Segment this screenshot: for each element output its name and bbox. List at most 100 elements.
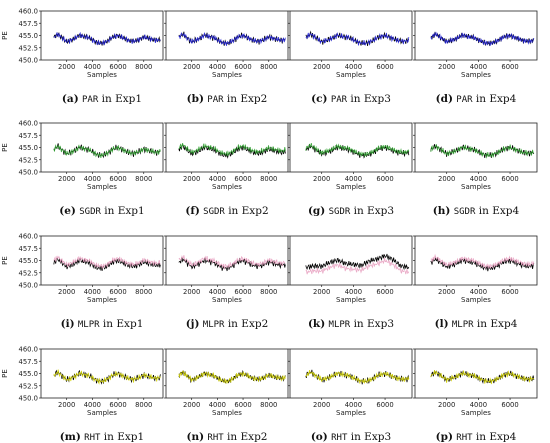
- panel-caption: (k) MLPR in Exp3: [283, 318, 419, 330]
- x-tick-label: 4000: [209, 63, 226, 71]
- series-predicted-line: [305, 257, 410, 275]
- panel-caption: (g) SGDR in Exp3: [283, 205, 419, 217]
- x-axis-label: Samples: [212, 409, 242, 417]
- x-tick-label: 6000: [501, 63, 518, 71]
- caption-label: (i): [60, 318, 75, 330]
- y-axis-label: PE: [1, 31, 9, 40]
- panel-d: 2000 4000 6000 Samples: [413, 10, 538, 79]
- x-axis-label: Samples: [212, 71, 242, 79]
- x-tick-label: 8000: [135, 63, 152, 71]
- series-actual-line: [178, 369, 286, 384]
- caption-label: (d): [435, 93, 453, 105]
- x-axis-label: Samples: [461, 71, 491, 79]
- x-tick-label: 8000: [260, 288, 277, 296]
- x-tick-label: 6000: [501, 175, 518, 183]
- x-axis-label: Samples: [336, 183, 366, 191]
- series-predicted-line: [305, 370, 410, 384]
- caption-model: MLPR: [451, 320, 474, 330]
- x-tick-label: 2000: [313, 175, 330, 183]
- x-tick-label: 2000: [438, 175, 455, 183]
- y-tick-label: 460.0: [19, 8, 38, 16]
- caption-model: RHT: [331, 433, 348, 443]
- x-tick-label: 2000: [58, 288, 75, 296]
- panel-n: 2000 4000 6000 8000 Samples: [164, 348, 289, 417]
- x-tick-label: 4000: [209, 175, 226, 183]
- figure-grid: 460.0 457.5 455.0 452.5 450.0 PE 2000 4000 6000 8…: [1, 8, 538, 417]
- x-tick-label: 6000: [501, 401, 518, 409]
- panel-c: 2000 4000 6000 Samples: [288, 10, 413, 79]
- caption-model: PAR: [82, 95, 99, 105]
- panel-m: 460.0 457.5 455.0 452.5 450.0 PE 2000 4000 6000 8…: [1, 346, 164, 417]
- series-actual-line: [305, 253, 410, 271]
- panel-caption: (c) PAR in Exp3: [283, 93, 419, 105]
- caption-model: MLPR: [77, 320, 100, 330]
- x-tick-label: 4000: [345, 401, 362, 409]
- x-tick-label: 4000: [345, 175, 362, 183]
- x-tick-label: 6000: [234, 401, 251, 409]
- caption-model: SGDR: [203, 207, 225, 217]
- caption-exp: in Exp4: [475, 431, 517, 443]
- y-tick-label: 460.0: [19, 120, 38, 128]
- caption-model: RHT: [456, 433, 473, 443]
- y-tick-label: 452.5: [19, 156, 38, 164]
- caption-exp: in Exp3: [350, 431, 392, 443]
- x-axis-label: Samples: [87, 409, 117, 417]
- series-predicted-line: [430, 253, 535, 270]
- y-tick-label: 452.5: [19, 382, 38, 390]
- panel-j: 2000 4000 6000 8000 Samples: [164, 235, 289, 304]
- panel-caption: (n) RHT in Exp2: [159, 431, 295, 443]
- caption-model: MLPR: [328, 320, 351, 330]
- x-tick-label: 6000: [376, 175, 393, 183]
- panel-caption: (d) PAR in Exp4: [408, 93, 544, 105]
- caption-label: (h): [432, 205, 451, 217]
- x-axis-label: Samples: [336, 409, 366, 417]
- x-tick-label: 8000: [135, 401, 152, 409]
- axes-frame: [289, 235, 413, 286]
- series-predicted-line: [53, 369, 161, 385]
- panel-k: 2000 4000 6000 Samples: [288, 235, 413, 304]
- panel-caption: (i) MLPR in Exp1: [34, 318, 170, 330]
- x-tick-label: 6000: [376, 401, 393, 409]
- y-tick-label: 452.5: [19, 44, 38, 52]
- x-axis-label: Samples: [87, 296, 117, 304]
- y-tick-label: 450.0: [19, 282, 38, 290]
- x-tick-label: 6000: [376, 288, 393, 296]
- series-predicted-line: [430, 144, 534, 159]
- x-tick-label: 8000: [135, 175, 152, 183]
- caption-model: PAR: [456, 95, 473, 105]
- x-tick-label: 2000: [313, 63, 330, 71]
- caption-exp: in Exp1: [102, 318, 144, 330]
- x-tick-label: 6000: [109, 288, 126, 296]
- x-axis-label: Samples: [461, 409, 491, 417]
- series-actual-line: [53, 143, 161, 159]
- caption-exp: in Exp2: [227, 431, 268, 443]
- panel-a: 460.0 457.5 455.0 452.5 450.0 PE 2000 4000 6000 8…: [1, 8, 164, 79]
- x-tick-label: 2000: [313, 288, 330, 296]
- x-tick-label: 2000: [183, 63, 200, 71]
- panel-e: 460.0 457.5 455.0 452.5 450.0 PE 2000 4000 6000 8…: [1, 120, 164, 191]
- caption-model: MLPR: [202, 320, 225, 330]
- caption-label: (j): [185, 318, 200, 330]
- series-predicted-line: [178, 32, 286, 46]
- y-tick-label: 450.0: [19, 57, 38, 65]
- panel-caption: (l) MLPR in Exp4: [408, 318, 544, 330]
- y-tick-label: 450.0: [19, 169, 38, 177]
- x-tick-label: 4000: [470, 63, 487, 71]
- caption-label: (a): [61, 93, 79, 105]
- x-tick-label: 4000: [84, 175, 101, 183]
- y-axis-label: PE: [1, 369, 9, 378]
- caption-label: (p): [435, 431, 453, 443]
- panel-caption: (m) RHT in Exp1: [34, 431, 170, 443]
- series-actual-line: [305, 369, 410, 385]
- caption-label: (m): [59, 431, 81, 443]
- x-tick-label: 2000: [58, 401, 75, 409]
- x-axis-label: Samples: [461, 183, 491, 191]
- caption-model: PAR: [207, 95, 224, 105]
- caption-label: (c): [311, 93, 328, 105]
- panel-caption: (p) RHT in Exp4: [408, 431, 544, 443]
- caption-label: (k): [307, 318, 326, 330]
- x-tick-label: 6000: [234, 175, 251, 183]
- panel-caption: (b) PAR in Exp2: [159, 93, 295, 105]
- x-tick-label: 2000: [438, 288, 455, 296]
- series-predicted-line: [430, 31, 535, 46]
